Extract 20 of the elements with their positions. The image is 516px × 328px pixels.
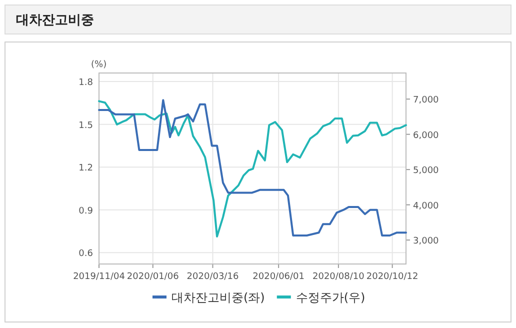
y-tick-label: 0.9 — [78, 206, 94, 216]
y2-tick-label: 3,000 — [413, 236, 440, 247]
x-tick-label: 2020/03/16 — [186, 272, 239, 282]
y-tick-label: 1.5 — [78, 120, 93, 131]
y-tick-label: 0.6 — [78, 249, 94, 260]
x-tick-label: 2020/10/12 — [366, 272, 418, 282]
x-tick-label: 2020/01/06 — [126, 272, 180, 282]
y2-tick-label: 5,000 — [413, 166, 440, 176]
y-tick-label: 1.2 — [78, 164, 93, 174]
y-tick-label: 1.8 — [78, 78, 94, 88]
legend-label: 대차잔고비중(좌) — [172, 290, 265, 304]
chart-title: 대차잔고비중 — [16, 13, 94, 28]
x-tick-label: 2020/06/01 — [252, 272, 305, 282]
y-axis-title: (%) — [91, 60, 107, 70]
x-tick-label: 2020/08/10 — [312, 272, 365, 282]
y2-tick-label: 7,000 — [413, 96, 440, 106]
legend-label: 수정주가(우) — [296, 290, 366, 304]
y2-tick-label: 4,000 — [413, 201, 440, 212]
x-tick-label: 2019/11/04 — [73, 272, 126, 282]
y2-tick-label: 6,000 — [413, 130, 440, 141]
